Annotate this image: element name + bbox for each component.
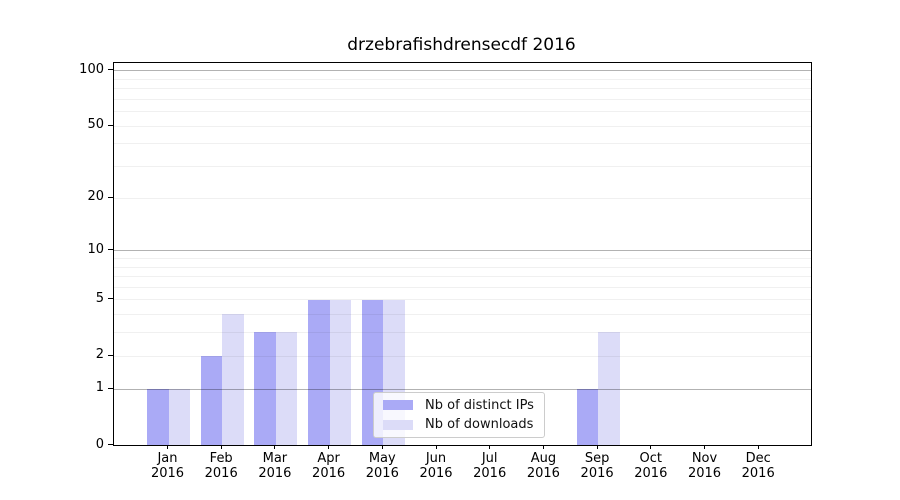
gridline-decade-10 bbox=[114, 250, 811, 252]
x-tick-label-mar: Mar 2016 bbox=[258, 451, 292, 481]
gridline-6 bbox=[114, 286, 811, 288]
x-tick-label-nov: Nov 2016 bbox=[687, 451, 722, 481]
bar-downloads-feb bbox=[222, 314, 244, 445]
legend-label-downloads: Nb of downloads bbox=[425, 417, 534, 433]
x-tick-jun bbox=[435, 445, 437, 449]
gridline-2 bbox=[114, 355, 811, 357]
gridline-60 bbox=[114, 111, 811, 113]
x-tick-may bbox=[381, 445, 383, 449]
x-tick-nov bbox=[704, 445, 705, 449]
legend-swatch-distinct-ips bbox=[383, 400, 413, 411]
x-tick-jul bbox=[489, 445, 491, 449]
x-tick-dec bbox=[757, 445, 759, 449]
y-tick-2 bbox=[108, 354, 113, 356]
bar-distinct-ips-apr bbox=[308, 299, 330, 445]
x-tick-label-apr: Apr 2016 bbox=[312, 451, 346, 481]
gridline-7 bbox=[114, 276, 811, 278]
x-tick-label-jan: Jan 2016 bbox=[150, 451, 185, 481]
bar-distinct-ips-mar bbox=[254, 332, 276, 445]
x-tick-jan bbox=[167, 445, 168, 449]
gridline-30 bbox=[114, 166, 811, 168]
gridline-50 bbox=[114, 125, 811, 127]
gridline-9 bbox=[114, 258, 811, 259]
y-tick-1 bbox=[108, 387, 113, 389]
bar-downloads-sep bbox=[598, 332, 620, 445]
gridline-5 bbox=[114, 299, 811, 301]
y-tick-label-5: 5 bbox=[95, 290, 104, 306]
x-tick-feb bbox=[220, 445, 222, 449]
y-tick-label-0: 0 bbox=[95, 436, 104, 452]
gridline-70 bbox=[114, 98, 811, 100]
x-tick-label-jul: Jul 2016 bbox=[473, 451, 507, 481]
bar-downloads-mar bbox=[275, 332, 298, 445]
y-tick-label-20: 20 bbox=[87, 189, 104, 205]
gridline-4 bbox=[114, 314, 811, 316]
legend: Nb of distinct IPs Nb of downloads bbox=[373, 392, 545, 438]
x-tick-label-sep: Sep 2016 bbox=[580, 451, 614, 481]
gridline-decade-100 bbox=[114, 70, 811, 72]
x-tick-label-may: May 2016 bbox=[365, 451, 399, 481]
x-tick-oct bbox=[650, 445, 652, 449]
legend-item-downloads: Nb of downloads bbox=[383, 417, 535, 434]
plot-area bbox=[113, 62, 812, 446]
gridline-decade-1 bbox=[114, 388, 811, 390]
x-tick-sep bbox=[596, 445, 598, 449]
bar-distinct-ips-sep bbox=[576, 388, 599, 445]
legend-swatch-downloads bbox=[383, 419, 413, 430]
x-tick-label-feb: Feb 2016 bbox=[204, 451, 238, 481]
y-tick-label-100: 100 bbox=[79, 61, 104, 77]
x-tick-apr bbox=[328, 445, 330, 449]
y-tick-0 bbox=[108, 444, 113, 445]
legend-item-distinct-ips: Nb of distinct IPs bbox=[383, 397, 535, 414]
gridline-20 bbox=[114, 197, 811, 199]
y-tick-10 bbox=[108, 249, 113, 251]
y-tick-label-10: 10 bbox=[87, 241, 104, 257]
y-tick-label-1: 1 bbox=[95, 380, 104, 396]
gridline-8 bbox=[114, 266, 811, 268]
x-tick-label-oct: Oct 2016 bbox=[634, 451, 668, 481]
y-tick-label-50: 50 bbox=[87, 117, 104, 133]
legend-label-distinct-ips: Nb of distinct IPs bbox=[425, 397, 534, 413]
x-tick-label-dec: Dec 2016 bbox=[741, 451, 775, 481]
bar-distinct-ips-feb bbox=[200, 355, 223, 445]
x-tick-label-aug: Aug 2016 bbox=[526, 451, 560, 481]
gridline-80 bbox=[114, 88, 811, 90]
bar-downloads-apr bbox=[329, 299, 352, 445]
y-tick-label-2: 2 bbox=[95, 347, 104, 363]
chart-title: drzebrafishdrensecdf 2016 bbox=[347, 35, 576, 55]
gridline-40 bbox=[114, 143, 811, 145]
y-tick-100 bbox=[108, 69, 113, 71]
gridline-3 bbox=[114, 332, 811, 334]
y-tick-20 bbox=[108, 196, 113, 198]
bar-downloads-jan bbox=[168, 388, 190, 445]
x-tick-label-jun: Jun 2016 bbox=[419, 451, 453, 481]
y-tick-5 bbox=[108, 298, 113, 300]
gridline-90 bbox=[114, 78, 811, 80]
x-tick-mar bbox=[274, 445, 276, 449]
x-tick-aug bbox=[542, 445, 544, 449]
y-tick-50 bbox=[108, 124, 113, 126]
bar-distinct-ips-jan bbox=[147, 388, 169, 445]
